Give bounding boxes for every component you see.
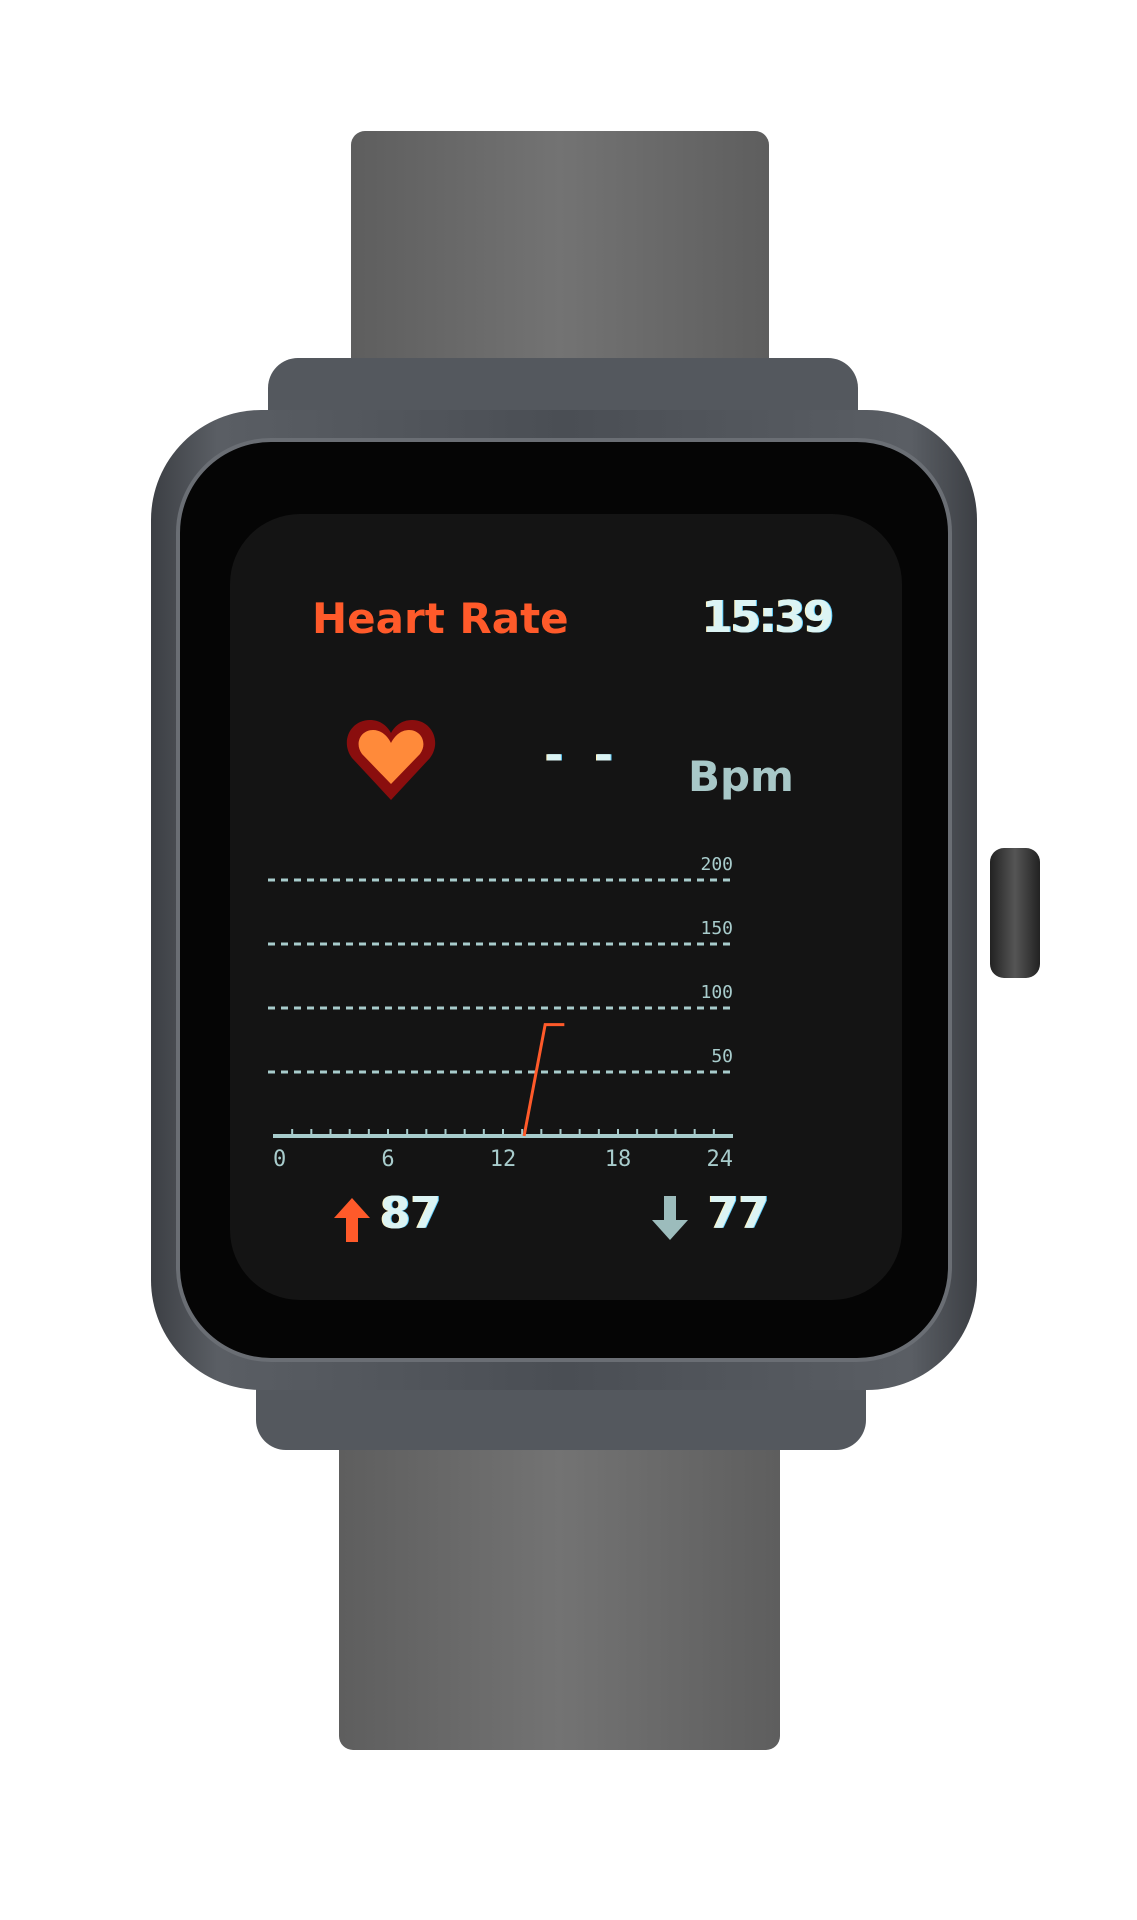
bpm-unit-label: Bpm [688, 752, 794, 801]
y-tick-label: 50 [711, 1046, 733, 1067]
x-tick-label: 0 [273, 1147, 286, 1172]
crown-button[interactable] [990, 848, 1040, 978]
y-tick-label: 200 [700, 854, 733, 875]
heart-rate-line [522, 1023, 565, 1137]
arrow-up-icon [334, 1198, 370, 1242]
y-tick-label: 100 [700, 982, 733, 1003]
x-tick-label: 18 [605, 1147, 632, 1172]
page-title: Heart Rate [312, 594, 569, 643]
x-tick-label: 6 [381, 1147, 394, 1172]
clock-time: 15:39 [702, 592, 834, 643]
arrow-down-icon [652, 1196, 688, 1240]
watch-band-bottom [339, 1390, 780, 1750]
watch-screen [230, 514, 902, 1300]
heart-rate-chart: 50 100 150 200 0 6 12 18 24 [268, 854, 734, 1172]
heart-icon [346, 720, 436, 800]
current-bpm-value: - - [545, 730, 621, 781]
y-tick-label: 150 [700, 918, 733, 939]
max-heart-rate: 87 [380, 1188, 442, 1239]
min-heart-rate: 77 [708, 1188, 770, 1239]
x-tick-label: 24 [707, 1147, 734, 1172]
x-tick-label: 12 [490, 1147, 517, 1172]
